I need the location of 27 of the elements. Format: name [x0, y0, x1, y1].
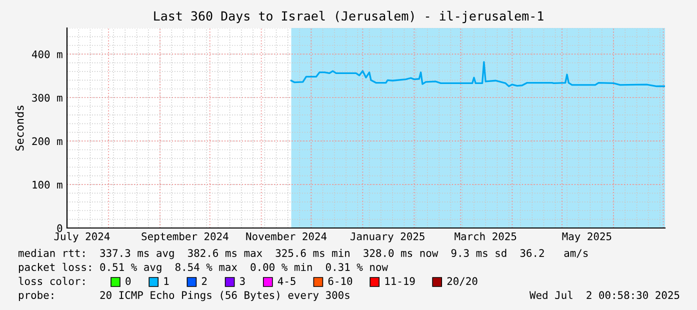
legend-label: 0: [126, 277, 131, 286]
x-tick-label: January 2025: [350, 232, 424, 242]
legend-title: loss color:: [18, 276, 84, 286]
x-tick-label: March 2025: [454, 232, 516, 240]
line-series: [290, 61, 665, 88]
text: median rtt: 337.3 ms avg 382.6 ms max 325.6 ms min 328.0 ms now 9.3 ms sd 36.2 am/s: [18, 248, 588, 260]
x-tick-label: November 2024: [246, 232, 327, 240]
text: packet loss: 0.51 % avg 8.54 % max 0.00 % min 0.31 % now: [18, 262, 388, 274]
legend-label: 11-19: [385, 277, 415, 286]
legend-label: 3: [240, 277, 245, 286]
y-axis-title: Seconds: [15, 106, 24, 151]
legend-label: 1: [164, 277, 169, 285]
x-tick-label: September 2024: [142, 232, 228, 242]
text: Wed Jul 2 00:58:30 2025: [529, 290, 680, 300]
y-tick-label: 200 m: [32, 137, 62, 146]
chart-title: Last 360 Days to Israel (Jerusalem) - il-jerusalem-1: [154, 10, 544, 24]
legend-label: 20/20: [447, 277, 478, 286]
y-tick-label: 0: [57, 224, 62, 232]
legend-label: 2: [202, 277, 207, 285]
legend-label: 6-10: [328, 277, 352, 286]
y-tick-label: 400 m: [32, 50, 62, 58]
y-tick-label: 100 m: [32, 180, 62, 189]
x-tick-label: May 2025: [562, 232, 612, 242]
text: probe: 20 ICMP Echo Pings (56 Bytes) every 300s: [18, 290, 350, 302]
x-tick-label: July 2024: [54, 232, 110, 242]
y-tick-label: 300 m: [32, 94, 62, 102]
legend-label: 4-5: [278, 277, 296, 286]
